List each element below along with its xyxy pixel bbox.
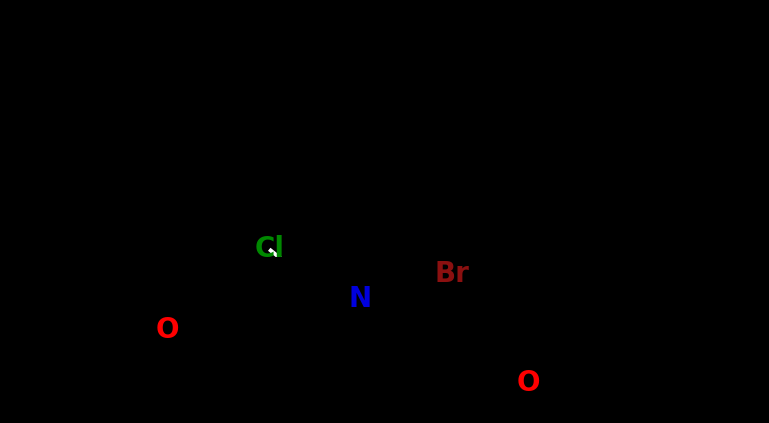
Text: Br: Br (434, 261, 469, 288)
Text: Cl: Cl (255, 235, 285, 263)
Text: O: O (517, 369, 540, 397)
Text: O: O (155, 316, 179, 343)
Text: N: N (349, 285, 372, 313)
